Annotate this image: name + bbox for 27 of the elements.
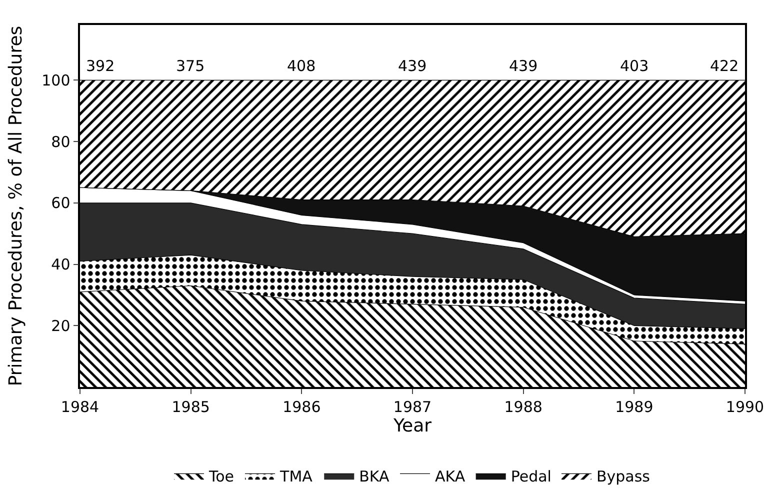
x-tick-label: 1988	[504, 398, 542, 416]
x-axis-title: Year	[392, 416, 432, 437]
legend-label: AKA	[435, 468, 466, 486]
annotation: 375	[176, 57, 205, 75]
legend-label: Bypass	[596, 468, 650, 486]
x-tick-label: 1985	[172, 398, 210, 416]
annotation: 422	[710, 57, 739, 75]
legend-label: Toe	[208, 468, 234, 486]
annotation: 392	[86, 57, 115, 75]
annotation: 439	[398, 57, 427, 75]
legend-label: Pedal	[510, 468, 552, 486]
legend-label: BKA	[359, 468, 390, 486]
x-tick-label: 1990	[726, 398, 764, 416]
x-tick-label: 1984	[60, 398, 100, 416]
x-tick-label: 1986	[282, 398, 321, 416]
x-tick-label: 1987	[393, 398, 432, 416]
y-axis-title: Primary Procedures, % of All Procedures	[5, 26, 26, 386]
annotation: 408	[287, 57, 316, 75]
annotation: 439	[509, 57, 538, 75]
y-tick-label: 40	[51, 256, 70, 274]
y-tick-label: 20	[51, 316, 70, 335]
y-tick-label: 80	[51, 132, 70, 151]
annotation: 403	[620, 57, 649, 75]
y-tick-label: 60	[51, 194, 70, 212]
x-tick-label: 1989	[615, 398, 654, 416]
y-tick-label: 100	[42, 71, 70, 90]
legend-label: TMA	[279, 468, 314, 486]
